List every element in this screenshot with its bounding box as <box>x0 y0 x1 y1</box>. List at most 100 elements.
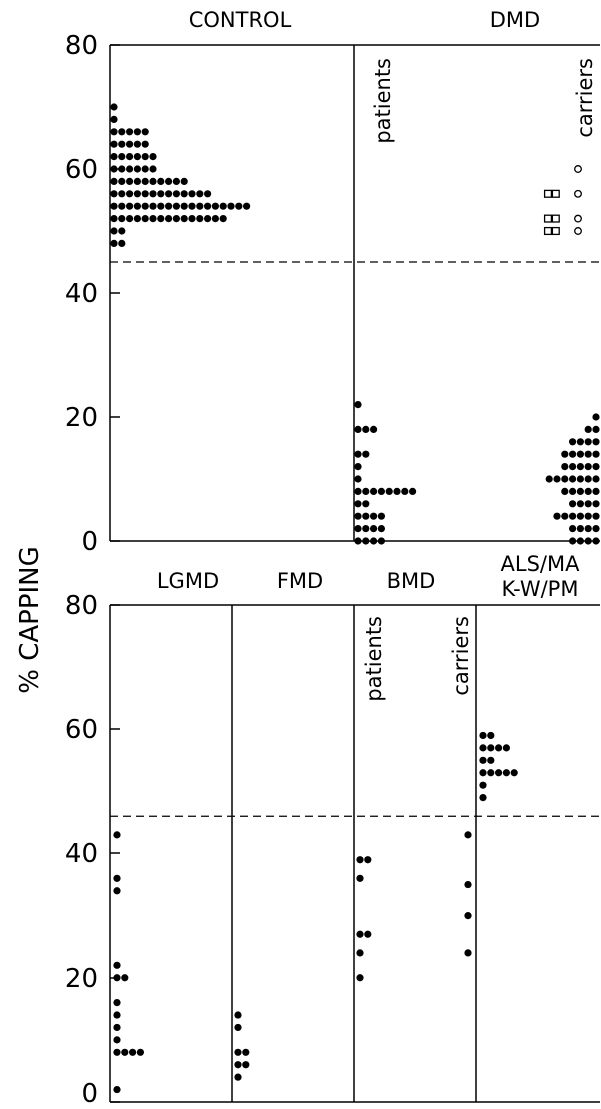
point-control-dot-54-14 <box>219 202 227 210</box>
point-dmd-dot-14-0 <box>354 450 362 458</box>
point-control-dot-52-6 <box>157 215 165 223</box>
point-control-dot-56-3 <box>133 190 141 198</box>
point-dmd-dot-12-2 <box>576 463 585 471</box>
point-dmd-circle-56-0 <box>574 189 582 198</box>
point-dmd-dot-0-0 <box>592 537 600 545</box>
point-dmd-dot-8-6 <box>401 487 409 495</box>
point-control-dot-56-8 <box>172 190 180 198</box>
point-bmd-dot-36-0 <box>356 874 364 882</box>
point-control-dot-54-6 <box>157 202 165 210</box>
point-dmd-dot-10-4 <box>561 475 569 483</box>
point-fmd-dot-4-0 <box>234 1073 242 1081</box>
point-dmd-circle-50-0 <box>574 227 582 235</box>
point-dmd-dot-4-5 <box>553 512 561 520</box>
point-control-dot-54-4 <box>141 202 149 210</box>
point-control-dot-64-4 <box>141 140 149 148</box>
point-control-dot-54-10 <box>188 202 196 210</box>
point-control-dot-52-8 <box>172 215 180 223</box>
point-dmd-dot-6-1 <box>362 500 370 508</box>
point-control-dot-52-0 <box>110 215 118 223</box>
group-title-fmd: FMD <box>277 569 323 593</box>
point-control-dot-56-1 <box>118 190 126 198</box>
point-control-dot-52-12 <box>204 215 212 223</box>
group-title-dmd: DMD <box>490 8 540 32</box>
point-dmd-dot-12-1 <box>584 463 592 471</box>
point-fmd-dot-6-0 <box>234 1061 242 1069</box>
point-dmd-dot-4-3 <box>377 512 385 520</box>
point-control-dot-58-1 <box>118 177 126 185</box>
point-dmd-dot-2-0 <box>592 525 600 533</box>
point-control-dot-62-5 <box>149 153 157 161</box>
point-control-dot-50-0 <box>110 227 118 235</box>
point-dmd-dot-14-3 <box>569 450 577 458</box>
point-control-dot-60-1 <box>118 165 126 173</box>
point-dmd-dot-16-0 <box>592 438 600 446</box>
point-dmd-dot-8-2 <box>576 487 585 495</box>
point-als-ma-dot-57-1 <box>487 744 495 752</box>
point-fmd-dot-6-1 <box>242 1061 250 1069</box>
point-als-ma-dot-51-0 <box>479 781 487 789</box>
point-control-dot-54-16 <box>235 202 243 210</box>
point-dmd-square-56-0 <box>543 189 553 198</box>
point-bmd-dot-27-1 <box>364 930 372 938</box>
point-bmd-dot-35-0 <box>464 880 472 889</box>
point-dmd-dot-2-3 <box>569 525 577 533</box>
point-dmd-dot-2-2 <box>576 525 585 533</box>
point-dmd-dot-4-1 <box>362 512 370 520</box>
point-control-dot-60-3 <box>133 165 141 173</box>
point-dmd-dot-8-2 <box>370 487 378 495</box>
point-control-dot-54-9 <box>180 202 188 210</box>
point-bmd-dot-24-0 <box>464 949 472 957</box>
bottom-tick-label-0: 0 <box>81 1079 98 1105</box>
point-bmd-dot-20-0 <box>356 974 364 982</box>
point-als-ma-dot-55-0 <box>479 756 487 764</box>
point-control-dot-54-12 <box>204 202 212 210</box>
point-dmd-circle-60-0 <box>574 165 582 173</box>
point-lgmd-dot-8-0 <box>113 1048 121 1056</box>
point-control-dot-56-4 <box>141 190 149 198</box>
point-dmd-dot-18-1 <box>362 425 370 433</box>
point-control-dot-52-13 <box>211 215 219 223</box>
point-control-dot-58-3 <box>133 177 141 185</box>
point-control-dot-54-11 <box>196 202 204 210</box>
data-points <box>110 103 600 1094</box>
point-control-dot-52-11 <box>196 215 204 223</box>
point-dmd-dot-8-1 <box>584 487 592 495</box>
point-dmd-dot-8-0 <box>592 487 600 495</box>
point-control-dot-52-7 <box>165 215 173 223</box>
point-dmd-dot-18-0 <box>592 425 600 433</box>
point-bmd-dot-39-1 <box>364 856 372 864</box>
point-fmd-dot-8-1 <box>242 1048 250 1056</box>
point-control-dot-66-2 <box>126 128 134 136</box>
point-als-ma-dot-57-3 <box>502 744 510 752</box>
point-control-dot-62-4 <box>141 153 149 161</box>
y-axis-label: % CAPPING <box>15 546 45 694</box>
point-control-dot-62-0 <box>110 153 118 161</box>
point-dmd-dot-6-3 <box>569 500 577 508</box>
point-dmd-dot-12-0 <box>592 463 600 471</box>
bottom-panel-frame <box>109 604 600 1103</box>
point-als-ma-dot-55-1 <box>487 756 495 764</box>
top-tick-label-40: 40 <box>65 279 98 309</box>
point-dmd-dot-4-3 <box>569 512 577 520</box>
point-control-dot-48-0 <box>110 239 118 247</box>
bmd-patients-label: patients <box>362 616 386 702</box>
point-dmd-dot-4-2 <box>370 512 378 520</box>
point-dmd-dot-16-3 <box>569 438 577 446</box>
point-control-dot-52-9 <box>180 215 188 223</box>
point-control-dot-54-17 <box>243 202 251 210</box>
point-lgmd-dot-10-0 <box>113 1036 121 1044</box>
point-dmd-dot-0-0 <box>354 537 362 545</box>
point-dmd-dot-2-3 <box>377 525 385 533</box>
point-control-dot-58-7 <box>165 177 173 185</box>
point-dmd-dot-8-1 <box>362 487 370 495</box>
point-control-dot-54-0 <box>110 202 118 210</box>
point-dmd-dot-6-0 <box>592 500 600 508</box>
point-lgmd-dot-16-0 <box>113 999 121 1007</box>
point-dmd-dot-12-3 <box>569 463 577 471</box>
point-dmd-dot-0-2 <box>576 537 585 545</box>
point-als-ma-dot-57-2 <box>495 744 503 752</box>
point-lgmd-dot-8-3 <box>136 1048 144 1056</box>
point-control-dot-54-3 <box>133 202 141 210</box>
